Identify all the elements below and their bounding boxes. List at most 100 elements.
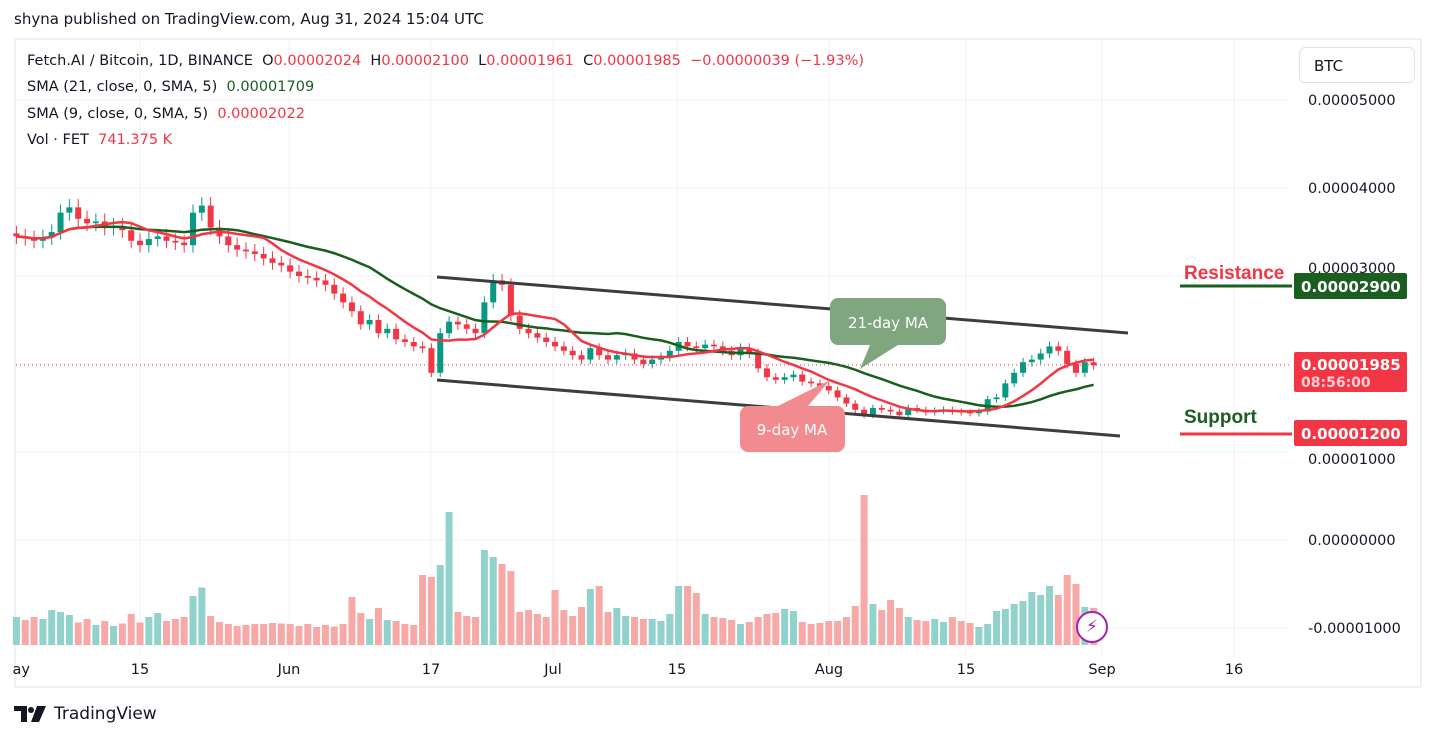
volume-bar — [392, 621, 400, 645]
candle-body — [975, 411, 982, 414]
candle-body — [419, 346, 426, 349]
price-axis-label: 0.00000000 — [1308, 533, 1396, 549]
candle-body — [366, 320, 373, 325]
volume-legend[interactable]: Vol · FET 741.375 K — [27, 132, 172, 148]
candle-body — [869, 408, 876, 416]
volume-bar — [1010, 604, 1018, 645]
volume-bar — [586, 589, 594, 645]
sma21-value: 0.00001709 — [226, 79, 315, 95]
ma9-callout-text: 9-day MA — [757, 421, 828, 439]
currency-button[interactable]: BTC — [1299, 47, 1415, 83]
sma21-line — [16, 225, 1094, 409]
ma9-callout[interactable] — [740, 380, 845, 452]
ma21-callout[interactable] — [830, 298, 946, 369]
candle-body — [896, 411, 903, 416]
symbol-title[interactable]: Fetch.AI / Bitcoin, 1D, BINANCE — [27, 53, 253, 69]
volume-bar — [92, 625, 100, 645]
volume-bar — [419, 575, 427, 645]
time-axis-label[interactable]: Aug — [815, 662, 843, 678]
volume-bar — [65, 615, 73, 645]
time-axis-label[interactable]: Jul — [543, 662, 562, 678]
time-axis-label[interactable]: 17 — [422, 662, 440, 678]
volume-bar — [410, 625, 418, 645]
sma21-legend[interactable]: SMA (21, close, 0, SMA, 5) 0.00001709 — [27, 79, 314, 95]
volume-bar — [984, 624, 992, 645]
time-axis-label[interactable]: ay — [13, 662, 31, 678]
candle-body — [1090, 362, 1097, 366]
candle-body — [1028, 359, 1035, 363]
candle-body — [57, 212, 64, 232]
volume-bar — [472, 617, 480, 645]
volume-bar — [180, 617, 188, 645]
high-value: 0.00002100 — [381, 53, 469, 69]
time-axis-label[interactable]: 15 — [957, 662, 975, 678]
candle-body — [225, 236, 232, 246]
lightning-icon[interactable]: ⚡ — [1076, 611, 1108, 643]
candle-body — [340, 293, 347, 303]
time-axis-label[interactable]: 15 — [668, 662, 686, 678]
candle-body — [543, 337, 550, 342]
volume-bar — [789, 611, 797, 645]
candle-body — [207, 205, 214, 228]
candle-body — [13, 233, 20, 237]
volume-bar — [922, 621, 930, 645]
candle-body — [781, 377, 788, 380]
candle-body — [181, 242, 188, 246]
volume-bar — [215, 622, 223, 645]
volume-bar — [136, 622, 144, 645]
support-price-tag — [1294, 420, 1407, 446]
volume-bar — [207, 616, 215, 645]
candle-body — [746, 348, 753, 354]
candle-body — [569, 350, 576, 356]
candle-body — [295, 271, 302, 276]
time-axis-label[interactable]: 16 — [1225, 662, 1243, 678]
candle-body — [137, 240, 144, 246]
candle-body — [75, 207, 82, 219]
candle-body — [578, 355, 585, 360]
candle-body — [552, 342, 559, 347]
volume-bar — [825, 621, 833, 645]
candle-body — [772, 377, 779, 380]
sma9-legend[interactable]: SMA (9, close, 0, SMA, 5) 0.00002022 — [27, 106, 305, 122]
candle-body — [507, 284, 514, 316]
volume-bar — [268, 623, 276, 645]
volume-bar — [754, 617, 762, 645]
volume-bar — [878, 610, 886, 645]
sma9-value: 0.00002022 — [217, 106, 305, 122]
close-label: C — [583, 53, 594, 69]
volume-bar — [913, 620, 921, 645]
candle-body — [649, 359, 656, 364]
candle-body — [790, 374, 797, 378]
volume-bar — [692, 593, 700, 645]
volume-bar — [260, 624, 268, 645]
candle-body — [967, 412, 974, 414]
candle-body — [534, 333, 541, 338]
volume-bar — [304, 624, 312, 645]
time-axis-label[interactable]: Sep — [1088, 662, 1115, 678]
price-axis-label: 0.00004000 — [1308, 181, 1396, 197]
volume-bar — [560, 610, 568, 645]
time-axis-label[interactable]: Jun — [277, 662, 301, 678]
volume-bar — [940, 622, 948, 645]
candle-body — [410, 342, 417, 347]
volume-bar — [251, 624, 259, 645]
time-axis-label[interactable]: 15 — [131, 662, 149, 678]
channel-upper-line[interactable] — [436, 275, 1129, 335]
candle-body — [269, 258, 276, 263]
volume-bar — [701, 614, 709, 645]
candle-body — [242, 249, 249, 252]
volume-bar — [1046, 586, 1054, 645]
candle-body — [154, 236, 161, 240]
candle-body — [525, 328, 532, 334]
candle-body — [587, 348, 594, 360]
volume-bar — [436, 565, 444, 645]
published-by: shyna published on TradingView.com, Aug … — [14, 10, 484, 28]
tradingview-logo[interactable]: TradingView — [14, 704, 157, 724]
volume-bar — [489, 557, 497, 645]
candle-body — [596, 348, 603, 356]
volume-bar — [948, 617, 956, 645]
candle-body — [640, 359, 647, 364]
candle-body — [1081, 362, 1088, 373]
candle-body — [260, 254, 267, 259]
